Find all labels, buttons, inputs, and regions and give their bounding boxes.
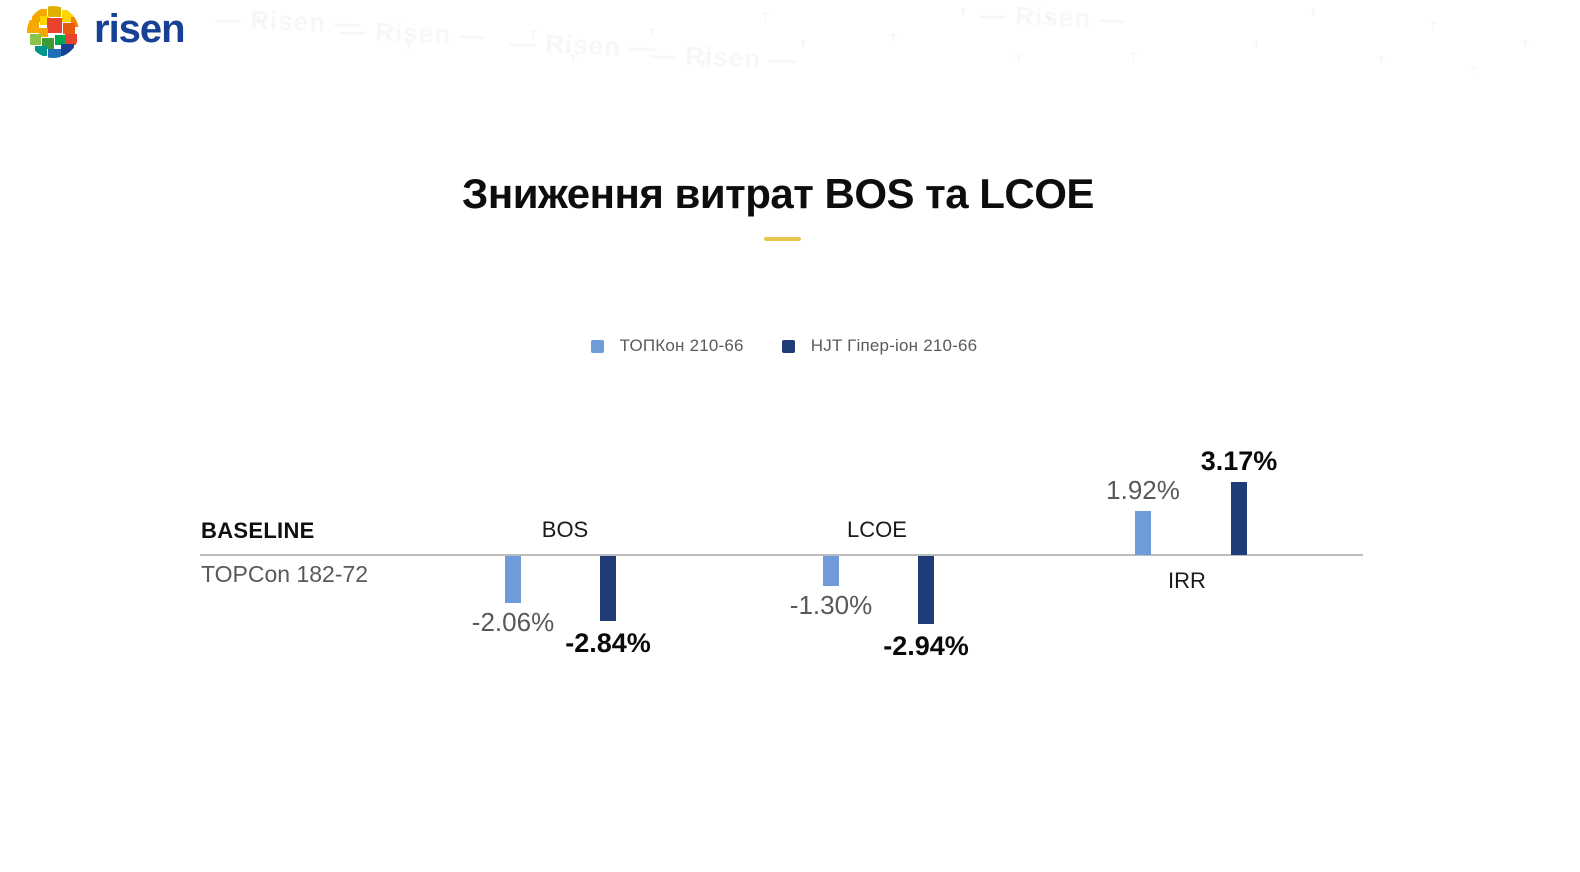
bar-lcoe-series1 [823, 556, 839, 586]
value-label-lcoe-series2: -2.94% [883, 631, 969, 661]
background-tick-icon: T [255, 15, 262, 27]
brand-logo: risen [27, 6, 186, 58]
background-tick-icon: T [120, 37, 127, 49]
bar-lcoe-series2 [918, 556, 934, 624]
legend-item-hjt: HJT Гіпер-іон 210-66 [781, 336, 978, 356]
background-tick-icon: T [1130, 51, 1137, 63]
baseline-axis [200, 554, 1363, 556]
baseline-label: BASELINE [201, 518, 315, 543]
background-tick-icon: T [1430, 21, 1437, 33]
category-label-lcoe: LCOE [847, 517, 907, 542]
background-tick-icon: T [800, 39, 807, 51]
chart-legend: ТОПКон 210-66 HJT Гіпер-іон 210-66 [0, 336, 1568, 356]
value-label-bos-series1: -2.06% [471, 607, 555, 637]
background-tick-icon: T [648, 27, 655, 39]
background-tick-icon: T [1015, 54, 1022, 66]
background-tick-icon: T [1310, 7, 1317, 19]
value-label-irr-series1: 1.92% [1106, 475, 1180, 505]
legend-swatch-hjt-icon [781, 339, 795, 353]
category-label-bos: BOS [541, 517, 589, 542]
bar-irr-series1 [1135, 511, 1151, 555]
risen-logo-icon [27, 6, 79, 58]
category-label-irr: IRR [1168, 568, 1206, 593]
value-label-irr-series2: 3.17% [1200, 446, 1278, 476]
legend-label-topcon: ТОПКон 210-66 [619, 336, 744, 355]
background-tick-icon: T [1046, 15, 1053, 27]
bar-irr-series2 [1231, 482, 1247, 555]
legend-label-hjt: HJT Гіпер-іон 210-66 [810, 336, 978, 355]
background-tick-icon: T [405, 41, 412, 53]
title-accent-dash [764, 237, 801, 241]
background-tick-icon: T [570, 54, 577, 66]
background-tick-icon: T [700, 59, 707, 71]
bar-bos-series2 [600, 556, 616, 621]
background-tick-icon: T [1522, 39, 1529, 51]
legend-swatch-topcon-icon [590, 339, 604, 353]
background-tick-icon: T [960, 7, 967, 19]
background-tick-icon: T [1470, 65, 1477, 77]
value-label-bos-series2: -2.84% [565, 628, 651, 658]
background-tick-icon: T [1378, 55, 1385, 67]
baseline-sublabel: TOPCon 182-72 [201, 561, 369, 587]
value-label-lcoe-series1: -1.30% [789, 590, 873, 620]
background-tick-icon: T [890, 33, 897, 45]
bar-bos-series1 [505, 556, 521, 603]
brand-name: risen [94, 7, 186, 51]
background-tick-icon: T [762, 11, 769, 23]
background-tick-icon: T [530, 29, 537, 41]
legend-item-topcon: ТОПКон 210-66 [590, 336, 744, 356]
background-tick-icon: T [1253, 39, 1260, 51]
slide-title: Зниження витрат BOS та LCOE [462, 170, 1094, 217]
